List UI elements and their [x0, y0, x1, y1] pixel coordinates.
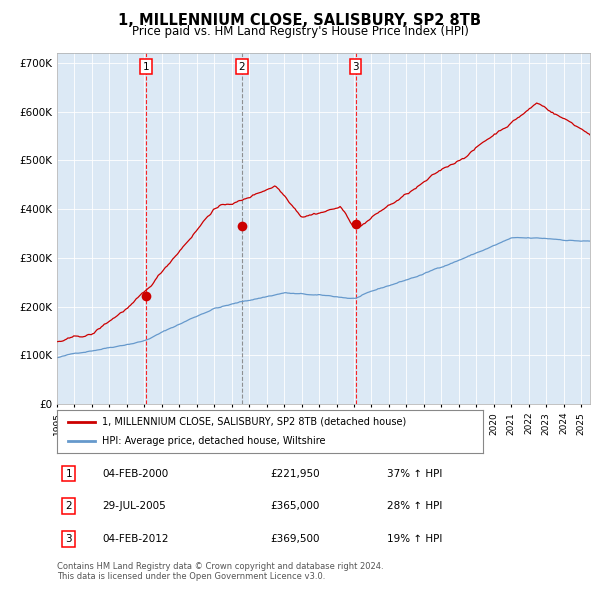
Text: 1: 1	[65, 468, 72, 478]
Text: HPI: Average price, detached house, Wiltshire: HPI: Average price, detached house, Wilt…	[102, 436, 325, 446]
Text: 04-FEB-2000: 04-FEB-2000	[102, 468, 169, 478]
Text: 3: 3	[65, 534, 72, 544]
Text: 3: 3	[352, 62, 359, 72]
Text: 29-JUL-2005: 29-JUL-2005	[102, 502, 166, 511]
Text: 1: 1	[143, 62, 149, 72]
Text: Price paid vs. HM Land Registry's House Price Index (HPI): Price paid vs. HM Land Registry's House …	[131, 25, 469, 38]
Text: £221,950: £221,950	[270, 468, 320, 478]
Text: 04-FEB-2012: 04-FEB-2012	[102, 534, 169, 544]
Text: £365,000: £365,000	[270, 502, 319, 511]
Text: 2: 2	[238, 62, 245, 72]
Text: £369,500: £369,500	[270, 534, 320, 544]
Text: 37% ↑ HPI: 37% ↑ HPI	[388, 468, 443, 478]
Text: 28% ↑ HPI: 28% ↑ HPI	[388, 502, 443, 511]
Text: 19% ↑ HPI: 19% ↑ HPI	[388, 534, 443, 544]
Text: 1, MILLENNIUM CLOSE, SALISBURY, SP2 8TB: 1, MILLENNIUM CLOSE, SALISBURY, SP2 8TB	[119, 13, 482, 28]
Text: 1, MILLENNIUM CLOSE, SALISBURY, SP2 8TB (detached house): 1, MILLENNIUM CLOSE, SALISBURY, SP2 8TB …	[102, 417, 406, 427]
Text: Contains HM Land Registry data © Crown copyright and database right 2024.
This d: Contains HM Land Registry data © Crown c…	[57, 562, 383, 581]
Text: 2: 2	[65, 502, 72, 511]
